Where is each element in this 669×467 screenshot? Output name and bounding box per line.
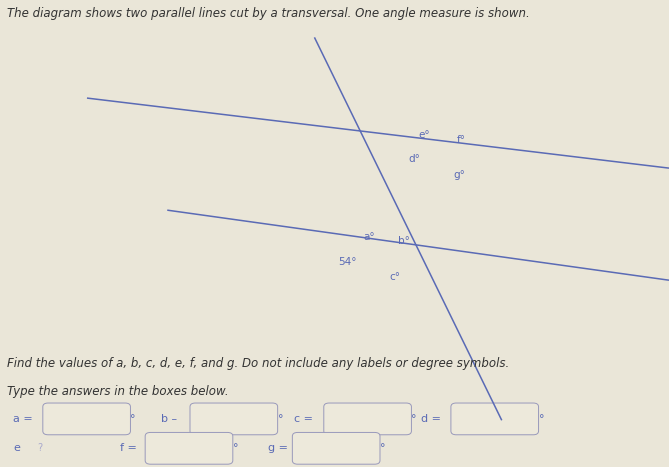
Text: d =: d = xyxy=(421,414,442,424)
Text: °: ° xyxy=(130,414,136,424)
Text: e: e xyxy=(13,443,20,453)
FancyBboxPatch shape xyxy=(451,403,539,435)
Text: f°: f° xyxy=(456,135,466,145)
Text: °: ° xyxy=(411,414,417,424)
Text: Find the values of a, b, c, d, e, f, and g. Do not include any labels or degree : Find the values of a, b, c, d, e, f, and… xyxy=(7,357,509,370)
Text: c°: c° xyxy=(389,272,400,282)
Text: f =: f = xyxy=(120,443,137,453)
Text: a°: a° xyxy=(363,232,375,242)
Text: e°: e° xyxy=(418,130,430,141)
FancyBboxPatch shape xyxy=(43,403,130,435)
Text: g =: g = xyxy=(268,443,288,453)
Text: c =: c = xyxy=(294,414,313,424)
Text: The diagram shows two parallel lines cut by a transversal. One angle measure is : The diagram shows two parallel lines cut… xyxy=(7,7,529,20)
Text: g°: g° xyxy=(454,170,466,180)
Text: °: ° xyxy=(233,443,238,453)
Text: Type the answers in the boxes below.: Type the answers in the boxes below. xyxy=(7,385,228,398)
Text: b –: b – xyxy=(161,414,177,424)
Text: 54°: 54° xyxy=(339,256,357,267)
FancyBboxPatch shape xyxy=(190,403,278,435)
FancyBboxPatch shape xyxy=(292,432,380,464)
Text: a =: a = xyxy=(13,414,33,424)
FancyBboxPatch shape xyxy=(145,432,233,464)
Text: b°: b° xyxy=(398,235,410,246)
Text: °: ° xyxy=(539,414,544,424)
FancyBboxPatch shape xyxy=(324,403,411,435)
Text: °: ° xyxy=(278,414,283,424)
Text: ?: ? xyxy=(37,443,42,453)
Text: d°: d° xyxy=(408,154,420,164)
Text: °: ° xyxy=(380,443,385,453)
